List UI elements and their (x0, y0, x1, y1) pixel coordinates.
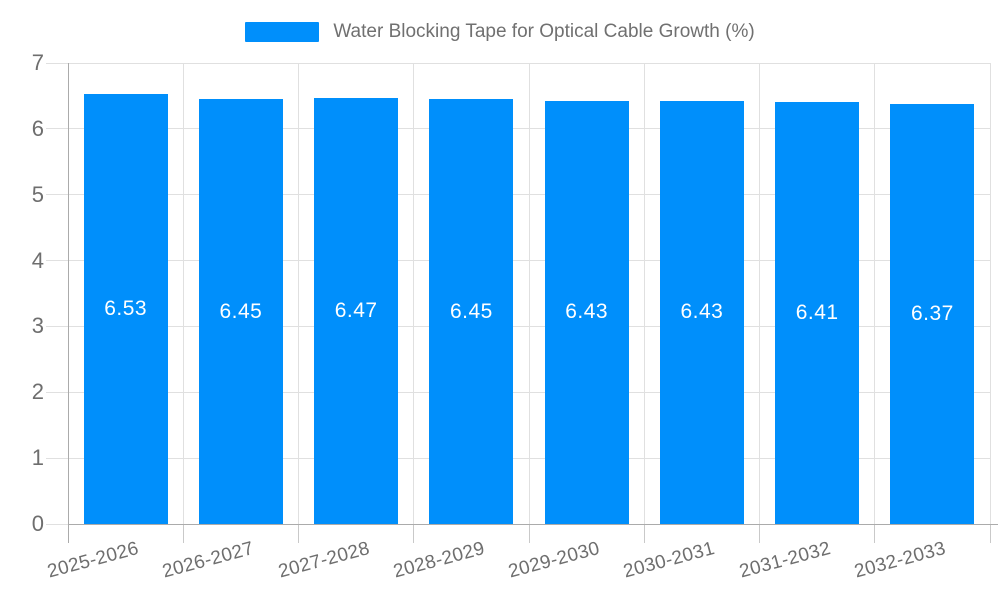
x-tick (298, 524, 299, 543)
bar-2025-2026[interactable]: 6.53 (83, 93, 168, 524)
x-gridline (413, 63, 415, 524)
y-axis-label: 1 (31, 445, 44, 471)
x-axis-line (68, 523, 998, 525)
x-tick (874, 524, 876, 543)
x-tick (528, 524, 530, 543)
bar-2030-2031[interactable]: 6.43 (659, 100, 744, 524)
x-axis-label: 2027-2028 (275, 538, 372, 583)
y-tick (46, 457, 68, 459)
y-tick (46, 260, 68, 262)
bar-2029-2030[interactable]: 6.43 (544, 100, 629, 524)
bar-2031-2032[interactable]: 6.41 (775, 101, 860, 524)
y-axis-label: 4 (31, 247, 44, 273)
bar-value-label: 6.45 (449, 299, 493, 323)
x-gridline (759, 63, 760, 524)
x-gridline (298, 63, 299, 524)
x-gridline (528, 63, 530, 524)
y-tick (46, 325, 68, 327)
x-tick (413, 524, 415, 543)
bar-value-label: 6.41 (795, 300, 839, 324)
x-axis-label: 2029-2030 (506, 538, 603, 583)
x-gridline (643, 63, 645, 524)
y-axis-label: 0 (31, 511, 44, 536)
bar-2032-2033[interactable]: 6.37 (890, 104, 975, 524)
y-tick (46, 128, 68, 130)
x-tick (759, 524, 760, 543)
y-tick (46, 194, 68, 196)
x-axis-label: 2028-2029 (391, 538, 487, 583)
bar-value-label: 6.47 (334, 298, 378, 322)
bar-2027-2028[interactable]: 6.47 (314, 97, 399, 524)
y-axis-line (67, 63, 69, 543)
y-tick (46, 391, 68, 393)
x-tick (182, 524, 184, 543)
y-tick (46, 62, 68, 64)
bar-value-label: 6.43 (680, 300, 724, 324)
y-axis-label: 6 (31, 115, 44, 141)
y-axis-label: 5 (31, 181, 44, 207)
x-axis-label: 2030-2031 (621, 538, 718, 583)
bar-2026-2027[interactable]: 6.45 (198, 99, 283, 524)
legend[interactable]: Water Blocking Tape for Optical Cable Gr… (0, 20, 1000, 44)
legend-label: Water Blocking Tape for Optical Cable Gr… (333, 21, 755, 42)
bar-value-label: 6.45 (219, 299, 263, 323)
bar-value-label: 6.43 (565, 300, 609, 324)
bar-2028-2029[interactable]: 6.45 (429, 99, 514, 524)
x-gridline (989, 63, 991, 524)
bar-value-label: 6.53 (104, 296, 148, 320)
legend-swatch-icon[interactable] (245, 22, 320, 42)
x-axis-label: 2032-2033 (852, 538, 948, 583)
x-tick (643, 524, 645, 543)
x-axis-label: 2026-2027 (160, 538, 257, 583)
y-axis-label: 7 (31, 50, 44, 75)
x-gridline (874, 63, 876, 524)
x-axis-label: 2031-2032 (736, 538, 833, 583)
x-gridline (182, 63, 184, 524)
y-tick (46, 523, 68, 525)
x-axis-label: 2025-2026 (45, 538, 142, 583)
y-axis-label: 2 (31, 379, 44, 405)
y-axis-label: 3 (31, 313, 44, 339)
x-tick (989, 524, 991, 543)
bar-value-label: 6.37 (910, 302, 954, 326)
